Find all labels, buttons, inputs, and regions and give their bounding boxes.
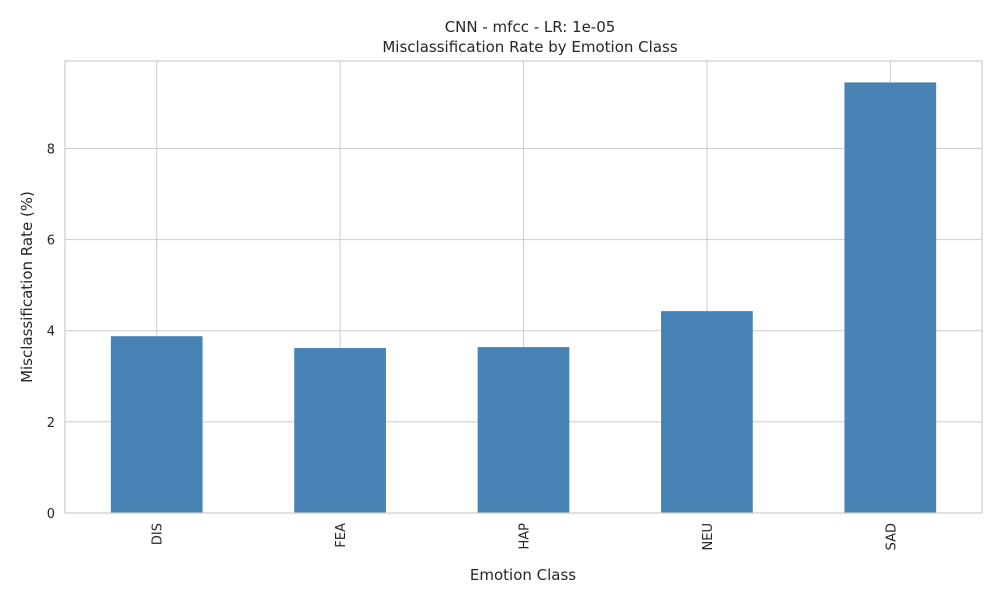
bar-hap bbox=[477, 347, 570, 513]
y-tick-label: 0 bbox=[47, 507, 55, 522]
x-tick-label: FEA bbox=[334, 523, 349, 548]
bars bbox=[110, 82, 937, 514]
x-axis-ticks: DIS FEA HAP NEU SAD bbox=[151, 523, 900, 551]
y-tick-label: 8 bbox=[47, 142, 55, 157]
y-axis-ticks: 0 2 4 6 8 bbox=[47, 142, 55, 522]
x-tick-label: NEU bbox=[701, 523, 716, 550]
plot-frame bbox=[64, 60, 983, 514]
chart-title: CNN - mfcc - LR: 1e-05 bbox=[445, 18, 616, 36]
y-axis-label: Misclassification Rate (%) bbox=[18, 191, 36, 383]
chart-subtitle: Misclassification Rate by Emotion Class bbox=[382, 38, 677, 56]
bar-fea bbox=[294, 348, 386, 513]
y-tick-label: 2 bbox=[47, 416, 55, 431]
x-tick-label: SAD bbox=[884, 523, 899, 550]
bar-sad bbox=[844, 82, 937, 514]
y-tick-label: 4 bbox=[47, 325, 55, 340]
x-tick-label: HAP bbox=[518, 523, 533, 550]
bar-dis bbox=[110, 336, 203, 513]
y-tick-label: 6 bbox=[47, 234, 55, 249]
bar-neu bbox=[661, 311, 753, 513]
x-tick-label: DIS bbox=[151, 523, 166, 545]
x-axis-label: Emotion Class bbox=[470, 566, 576, 584]
